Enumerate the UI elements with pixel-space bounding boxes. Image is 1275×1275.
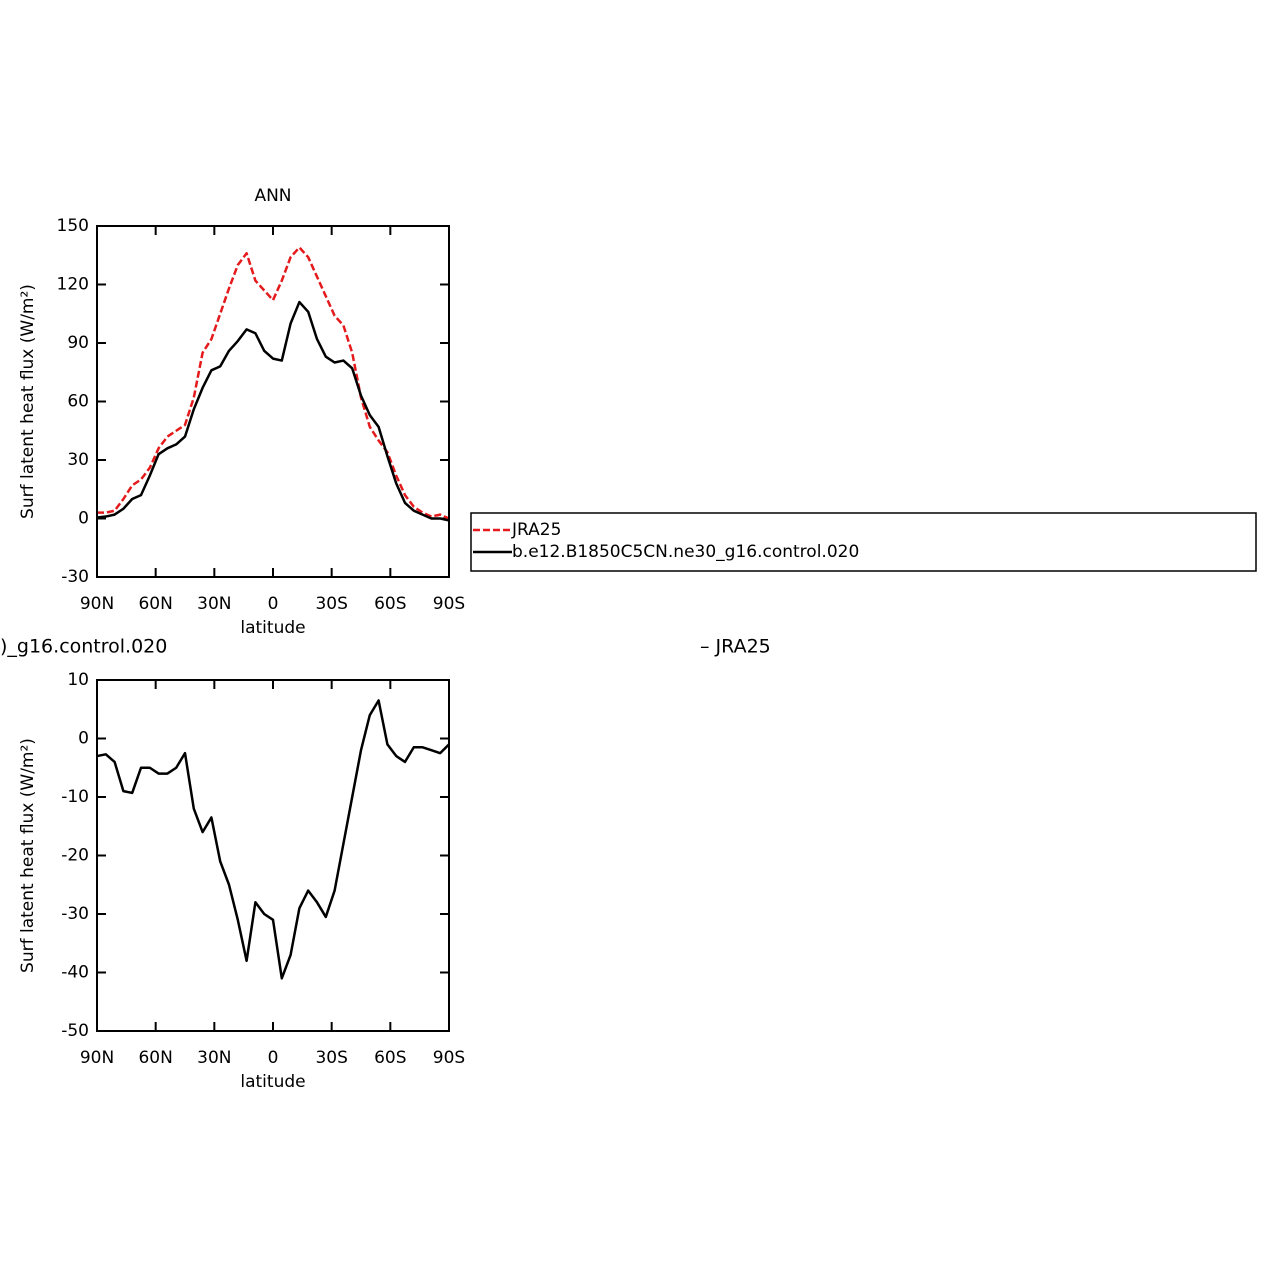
y-tick-label: -30	[61, 904, 89, 924]
y-tick-label: 30	[67, 450, 89, 470]
x-tick-label: 60S	[374, 1048, 406, 1068]
plot-frame	[96, 679, 450, 1032]
chart-title: ANN	[254, 186, 291, 206]
legend-box	[470, 512, 1257, 572]
chart-title-left: )_g16.control.020	[0, 636, 167, 658]
y-tick-label: 120	[57, 275, 89, 295]
y-tick-label: 0	[78, 729, 89, 749]
x-tick-label: 90S	[433, 594, 465, 614]
y-tick-label: 150	[57, 216, 89, 236]
y-tick-label: -10	[61, 787, 89, 807]
chart-title-right: – JRA25	[700, 636, 771, 658]
legend-label: b.e12.B1850C5CN.ne30_g16.control.020	[512, 542, 859, 562]
x-tick-label: 90N	[80, 1048, 114, 1068]
data-line	[97, 246, 450, 520]
y-tick-label: 0	[78, 509, 89, 529]
x-tick-label: 30S	[315, 594, 347, 614]
y-tick-label: -40	[61, 963, 89, 983]
x-tick-label: 0	[268, 594, 279, 614]
y-tick-label: 90	[67, 333, 89, 353]
y-axis-label: Surf latent heat flux (W/m²)	[18, 738, 38, 973]
x-axis-label: latitude	[240, 1072, 305, 1092]
x-tick-label: 30N	[197, 594, 231, 614]
y-axis-label: Surf latent heat flux (W/m²)	[18, 284, 38, 519]
x-tick-label: 30N	[197, 1048, 231, 1068]
legend-label: JRA25	[511, 520, 561, 540]
x-tick-label: 60N	[138, 594, 172, 614]
x-tick-label: 60S	[374, 594, 406, 614]
x-tick-label: 60N	[138, 1048, 172, 1068]
y-tick-label: 60	[67, 392, 89, 412]
x-tick-label: 90N	[80, 594, 114, 614]
y-tick-label: -20	[61, 846, 89, 866]
y-tick-label: -50	[61, 1021, 89, 1041]
x-tick-label: 90S	[433, 1048, 465, 1068]
x-tick-label: 30S	[315, 1048, 347, 1068]
y-tick-label: 10	[67, 670, 89, 690]
y-tick-label: -30	[61, 567, 89, 587]
data-line	[96, 300, 450, 522]
data-line	[96, 699, 450, 980]
x-tick-label: 0	[268, 1048, 279, 1068]
x-axis-label: latitude	[240, 618, 305, 638]
plot-frame	[96, 225, 450, 578]
